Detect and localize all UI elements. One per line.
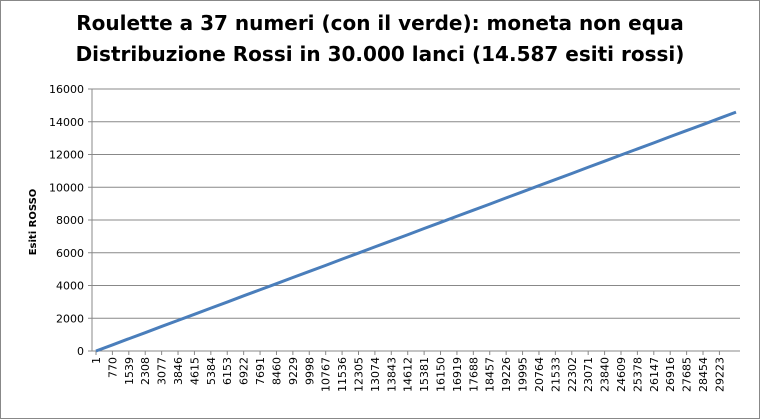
x-tick-label: 13843: [385, 357, 398, 392]
y-tick-label: 8000: [56, 214, 84, 227]
y-tick-label: 14000: [49, 116, 84, 129]
x-tick-label: 23071: [582, 357, 595, 392]
x-tick-label: 9229: [287, 357, 300, 385]
y-tick-label: 10000: [49, 181, 84, 194]
y-tick-label: 6000: [56, 247, 84, 260]
x-tick-label: 26147: [648, 357, 661, 392]
x-tick-label: 3846: [172, 357, 185, 385]
data-line: [95, 110, 737, 353]
x-tick-label: 9998: [303, 357, 316, 385]
x-tick-label: 20764: [533, 357, 546, 392]
x-tick-label: 19995: [517, 357, 530, 392]
chart-title: Roulette a 37 numeri (con il verde): mon…: [76, 11, 684, 35]
x-tick-label: 26916: [664, 357, 677, 392]
x-tick-label: 2308: [139, 357, 152, 385]
x-tick-label: 11536: [336, 357, 349, 392]
x-tick-label: 6922: [238, 357, 251, 385]
x-tick-label: 29223: [713, 357, 726, 392]
y-axis-label: Esiti ROSSO: [28, 189, 39, 256]
x-tick-label: 3077: [156, 357, 169, 385]
x-tick-label: 23840: [599, 357, 612, 392]
x-tick-label: 14612: [402, 357, 415, 392]
x-tick-label: 21533: [549, 357, 562, 392]
x-tick-label: 17688: [467, 357, 480, 392]
x-tick-label: 24609: [615, 357, 628, 392]
y-tick-label: 0: [77, 345, 84, 358]
x-tick-label: 25378: [631, 357, 644, 392]
x-tick-label: 8460: [270, 357, 283, 385]
x-tick-label: 19226: [500, 357, 513, 392]
x-tick-label: 6153: [221, 357, 234, 385]
x-tick-label: 18457: [484, 357, 497, 392]
x-tick-label: 1: [90, 357, 103, 364]
y-tick-label: 2000: [56, 312, 84, 325]
x-tick-label: 770: [106, 357, 119, 378]
x-tick-label: 1539: [123, 357, 136, 385]
y-tick-label: 4000: [56, 280, 84, 293]
y-tick-label: 16000: [49, 83, 84, 96]
y-tick-label: 12000: [49, 149, 84, 162]
x-tick-label: 27685: [681, 357, 694, 392]
x-tick-label: 4615: [188, 357, 201, 385]
x-tick-label: 5384: [205, 357, 218, 385]
x-tick-label: 16919: [451, 357, 464, 392]
x-tick-label: 15381: [418, 357, 431, 392]
x-tick-label: 10767: [320, 357, 333, 392]
x-tick-label: 13074: [369, 357, 382, 392]
x-tick-label: 16150: [435, 357, 448, 392]
x-tick-label: 28454: [697, 357, 710, 392]
x-tick-label: 22302: [566, 357, 579, 392]
chart-subtitle: Distribuzione Rossi in 30.000 lanci (14.…: [76, 42, 685, 66]
x-tick-label: 12305: [352, 357, 365, 392]
x-tick-label: 7691: [254, 357, 267, 385]
